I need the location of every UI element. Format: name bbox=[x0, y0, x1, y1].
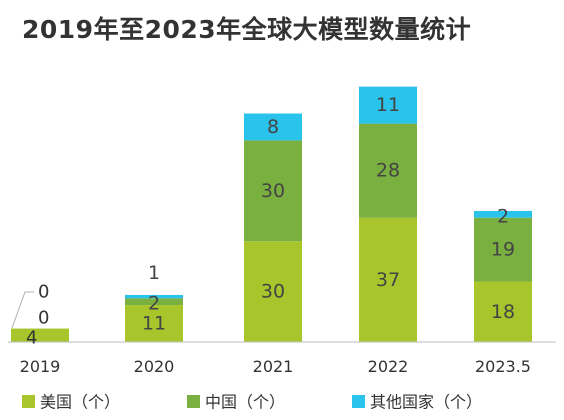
x-tick-2019: 2019 bbox=[20, 357, 61, 376]
data-label-2020-series-0: 11 bbox=[142, 313, 166, 335]
bar-2022-series-0 bbox=[359, 217, 417, 342]
bar-2023.5-series-1 bbox=[474, 217, 532, 282]
data-label-2019-series-2: 0 bbox=[38, 282, 49, 303]
chart-title: 2019年至2023年全球大模型数量统计 bbox=[22, 15, 472, 44]
legend-swatch-2 bbox=[352, 395, 365, 408]
legend-swatch-0 bbox=[22, 395, 35, 408]
bar-2021-series-1 bbox=[244, 140, 302, 242]
bars-group bbox=[11, 86, 532, 342]
x-tick-2020: 2020 bbox=[134, 357, 175, 376]
bar-2020-series-2 bbox=[125, 294, 183, 299]
data-label-2021-series-2: 8 bbox=[267, 116, 279, 138]
data-label-2022-series-1: 28 bbox=[376, 160, 400, 182]
data-label-2021-series-0: 30 bbox=[261, 281, 285, 303]
bar-2019-series-0 bbox=[11, 328, 69, 342]
bar-2020-series-0 bbox=[125, 305, 183, 342]
bar-2020-series-1 bbox=[125, 298, 183, 306]
legend: 美国（个） 中国（个） 其他国家（个） bbox=[22, 393, 482, 412]
bar-2021-series-0 bbox=[244, 241, 302, 342]
bar-2022-series-1 bbox=[359, 123, 417, 218]
data-label-2019-series-1: 0 bbox=[38, 308, 49, 329]
data-label-2020-series-1: 2 bbox=[148, 293, 160, 315]
x-tick-2022: 2022 bbox=[368, 357, 409, 376]
x-tick-2023.5: 2023.5 bbox=[475, 357, 531, 376]
bar-2022-series-2 bbox=[359, 86, 417, 124]
data-label-2020-series-2: 1 bbox=[148, 262, 160, 284]
bar-2021-series-2 bbox=[244, 113, 302, 141]
bar-2023.5-series-0 bbox=[474, 281, 532, 342]
x-tick-2021: 2021 bbox=[253, 357, 294, 376]
legend-label-0: 美国（个） bbox=[40, 393, 120, 412]
legend-swatch-1 bbox=[187, 395, 200, 408]
data-label-2022-series-0: 37 bbox=[376, 269, 400, 291]
data-label-2023.5-series-0: 18 bbox=[491, 301, 515, 323]
bar-2023.5-series-2 bbox=[474, 210, 532, 218]
leader-line bbox=[11, 291, 34, 329]
data-label-2023.5-series-2: 2 bbox=[497, 205, 509, 227]
data-label-2019-series-0: 4 bbox=[26, 328, 37, 349]
legend-label-2: 其他国家（个） bbox=[370, 393, 482, 412]
legend-label-1: 中国（个） bbox=[205, 393, 285, 412]
x-tick-labels: 2019 2020 2021 2022 2023.5 bbox=[20, 357, 531, 376]
data-label-2023.5-series-1: 19 bbox=[491, 239, 515, 261]
data-label-2021-series-1: 30 bbox=[261, 180, 285, 202]
data-label-2022-series-2: 11 bbox=[376, 94, 400, 116]
